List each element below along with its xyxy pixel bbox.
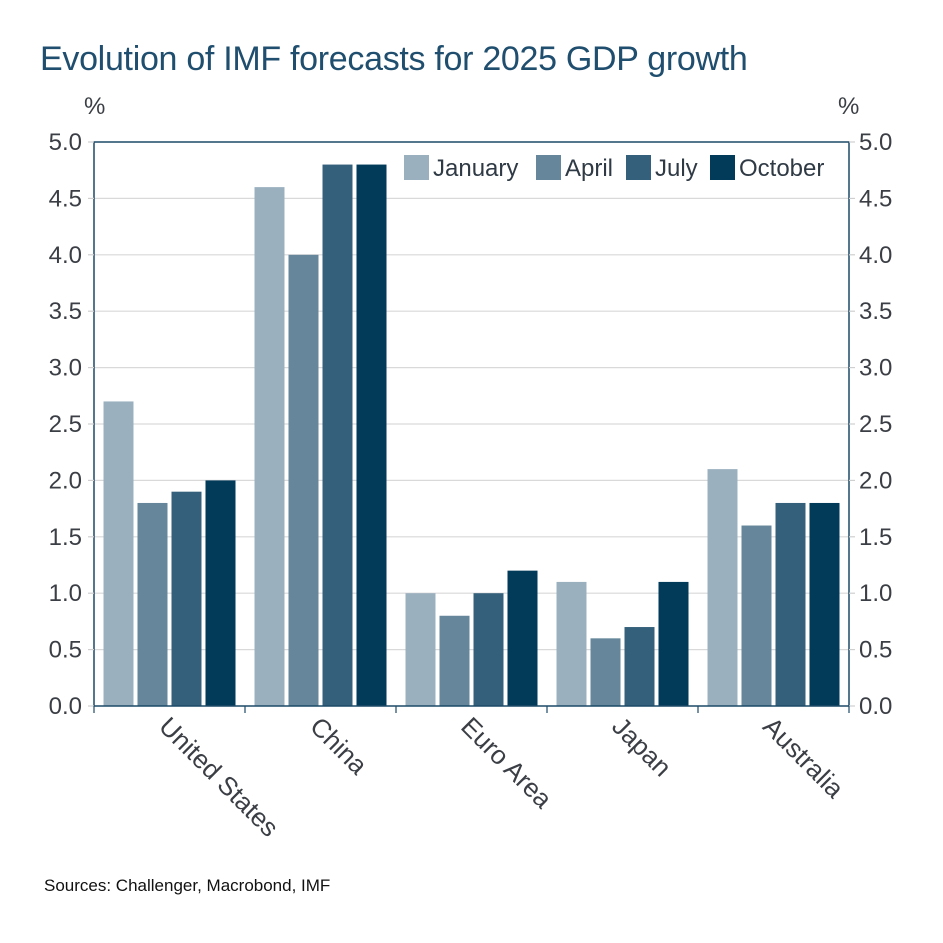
legend-swatch-july — [626, 155, 651, 180]
y-tick-label-right: 2.5 — [859, 411, 892, 438]
legend-swatch-october — [710, 155, 735, 180]
bar-january-china — [254, 187, 285, 706]
bar-october-china — [356, 164, 387, 706]
y-axis-left: 0.0 0.5 1.0 1.5 2.0 2.5 3.0 3.5 4.0 4.5 5.0 — [49, 129, 94, 720]
bar-july-euro-area — [473, 593, 504, 706]
y-tick-label-right: 4.0 — [859, 242, 892, 269]
x-category-label: Japan — [606, 711, 677, 782]
x-category-label: China — [304, 711, 374, 781]
y-tick-label-left: 4.5 — [49, 185, 82, 212]
bar-april-united-states — [137, 502, 168, 706]
x-category-label: Euro Area — [455, 711, 558, 814]
bar-january-euro-area — [405, 593, 436, 706]
y-tick-label-right: 3.5 — [859, 298, 892, 325]
bar-october-euro-area — [507, 570, 538, 706]
bar-april-australia — [741, 525, 772, 706]
legend-label-july: July — [655, 155, 698, 182]
y-tick-label-left: 5.0 — [49, 129, 82, 156]
legend-label-october: October — [739, 155, 824, 182]
source-note: Sources: Challenger, Macrobond, IMF — [44, 876, 331, 895]
bars — [103, 164, 840, 707]
y-tick-label-left: 2.5 — [49, 411, 82, 438]
bar-july-china — [322, 164, 353, 706]
legend-swatch-april — [536, 155, 561, 180]
bar-january-australia — [707, 469, 738, 706]
bar-april-china — [288, 254, 319, 707]
chart-title: Evolution of IMF forecasts for 2025 GDP … — [40, 40, 748, 78]
bar-october-japan — [658, 581, 689, 706]
y-unit-right: % — [838, 93, 859, 120]
y-tick-label-right: 4.5 — [859, 185, 892, 212]
bar-july-united-states — [171, 491, 202, 706]
y-axis-right: 0.0 0.5 1.0 1.5 2.0 2.5 3.0 3.5 4.0 4.5 5.0 — [849, 129, 892, 720]
y-tick-label-right: 1.0 — [859, 580, 892, 607]
legend: January April July October — [404, 155, 824, 182]
bar-january-japan — [556, 581, 587, 706]
y-tick-label-right: 2.0 — [859, 467, 892, 494]
y-tick-label-right: 0.0 — [859, 693, 892, 720]
bar-january-united-states — [103, 401, 134, 706]
x-axis: United States China Euro Area Japan Australi… — [93, 706, 850, 843]
y-tick-label-left: 1.0 — [49, 580, 82, 607]
y-tick-label-left: 2.0 — [49, 467, 82, 494]
bar-april-euro-area — [439, 615, 470, 706]
x-category-label: Australia — [757, 711, 850, 804]
legend-label-april: April — [565, 155, 613, 182]
bar-april-japan — [590, 638, 621, 706]
y-tick-label-right: 0.5 — [859, 637, 892, 664]
y-tick-label-right: 3.0 — [859, 355, 892, 382]
bar-october-australia — [809, 502, 840, 706]
y-tick-label-right: 5.0 — [859, 129, 892, 156]
y-tick-label-left: 3.0 — [49, 355, 82, 382]
x-category-label: United States — [153, 711, 285, 843]
y-tick-label-left: 0.0 — [49, 693, 82, 720]
y-tick-label-right: 1.5 — [859, 524, 892, 551]
bar-july-australia — [775, 502, 806, 706]
y-tick-label-left: 3.5 — [49, 298, 82, 325]
y-tick-label-left: 0.5 — [49, 637, 82, 664]
bar-july-japan — [624, 627, 655, 706]
bar-october-united-states — [205, 480, 236, 706]
y-tick-label-left: 1.5 — [49, 524, 82, 551]
legend-swatch-january — [404, 155, 429, 180]
y-unit-left: % — [84, 93, 105, 120]
legend-label-january: January — [433, 155, 518, 182]
y-tick-label-left: 4.0 — [49, 242, 82, 269]
